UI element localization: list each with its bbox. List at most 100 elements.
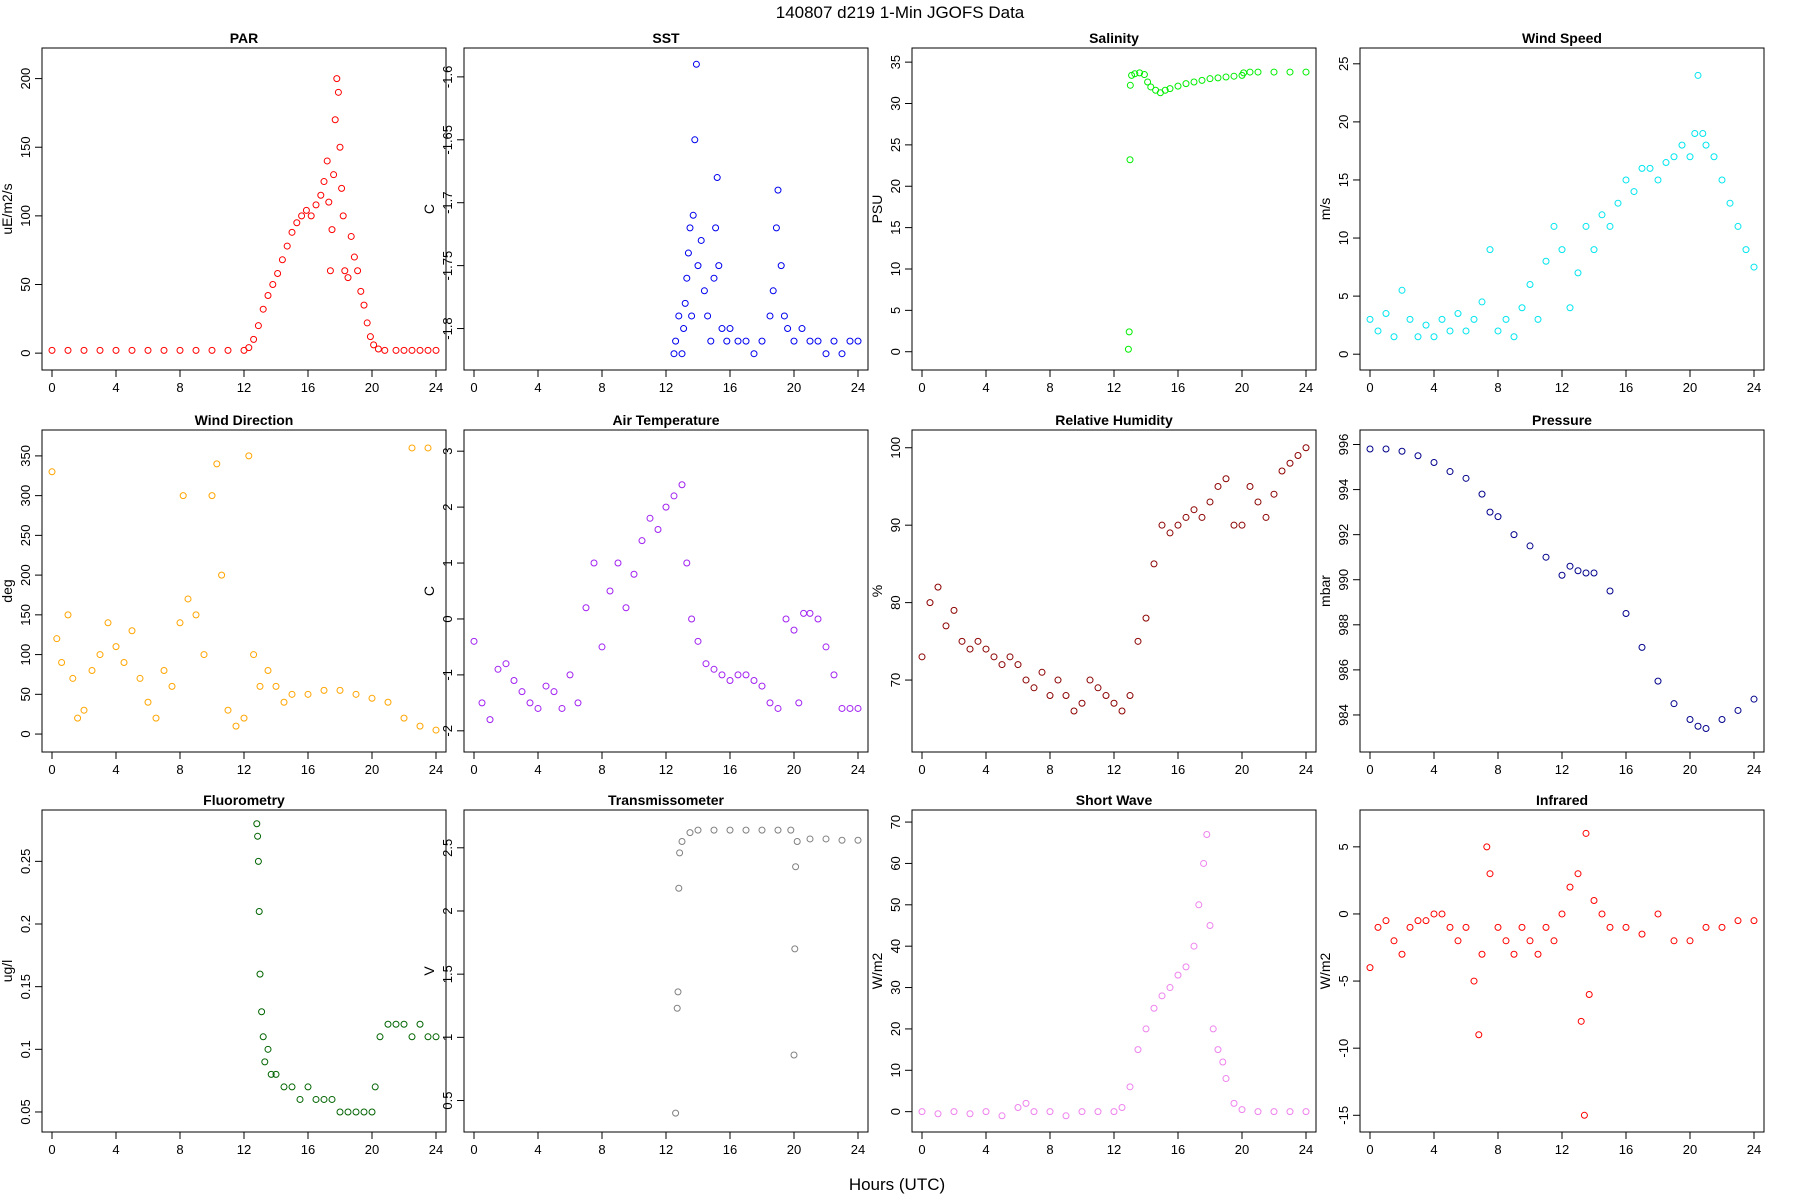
data-point	[1246, 482, 1254, 490]
data-point	[366, 333, 374, 341]
data-point	[758, 826, 766, 834]
data-point	[368, 1108, 376, 1116]
data-point	[673, 1004, 681, 1012]
x-tick-label: 20	[1683, 380, 1697, 395]
y-tick-label: 50	[18, 687, 33, 701]
x-tick-label: 20	[365, 1142, 379, 1157]
data-point	[312, 1095, 320, 1103]
data-point	[1502, 937, 1510, 945]
panel-title: Short Wave	[1076, 792, 1153, 808]
data-point	[780, 312, 788, 320]
data-point	[88, 666, 96, 674]
data-point	[283, 242, 291, 250]
data-point	[750, 676, 758, 684]
y-tick-label: 5	[888, 307, 903, 314]
y-tick-label: 50	[18, 277, 33, 291]
data-point	[1670, 700, 1678, 708]
data-point	[678, 837, 686, 845]
data-point	[758, 337, 766, 345]
x-tick-label: 24	[1747, 762, 1761, 777]
data-point	[1662, 159, 1670, 167]
x-tick-label: 24	[851, 1142, 865, 1157]
data-point	[1526, 542, 1534, 550]
data-point	[1470, 315, 1478, 323]
data-point	[766, 312, 774, 320]
data-point	[1510, 531, 1518, 539]
data-point	[750, 350, 758, 358]
data-point	[1200, 859, 1208, 867]
data-point	[160, 666, 168, 674]
data-point	[280, 1083, 288, 1091]
x-tick-label: 12	[237, 380, 251, 395]
data-point	[1230, 521, 1238, 529]
data-point	[69, 674, 77, 682]
data-point	[272, 682, 280, 690]
data-point	[1542, 923, 1550, 931]
data-point	[1526, 281, 1534, 288]
data-point	[232, 722, 240, 730]
y-axis-label: mbar	[1317, 575, 1333, 607]
data-point	[791, 945, 799, 953]
y-tick-label: 994	[1336, 479, 1351, 501]
data-point	[253, 820, 261, 828]
data-point	[392, 1020, 400, 1028]
x-tick-label: 24	[1299, 1142, 1313, 1157]
data-point	[766, 699, 774, 707]
data-point	[1134, 1046, 1142, 1054]
data-point	[1478, 490, 1486, 498]
data-point	[694, 637, 702, 645]
data-point	[179, 492, 187, 500]
data-point	[1398, 286, 1406, 294]
y-tick-label: 0	[1336, 351, 1351, 358]
data-point	[726, 676, 734, 684]
panel-short-wave: Short Wave 0 4 8 12 16 20 24 0 10 20 30 40 50 60 70 W/m2	[869, 792, 1317, 1157]
data-point	[934, 1110, 942, 1118]
y-axis-label: %	[869, 585, 885, 597]
data-point	[1462, 474, 1470, 482]
data-point	[1742, 246, 1750, 254]
data-point	[1702, 724, 1710, 732]
data-point	[259, 305, 267, 313]
data-point	[1150, 560, 1158, 568]
data-series	[253, 820, 440, 1116]
data-point	[1190, 506, 1198, 514]
data-point	[208, 492, 216, 500]
y-tick-label: 984	[1336, 704, 1351, 726]
data-point	[352, 1108, 360, 1116]
data-point	[1166, 984, 1174, 992]
data-point	[689, 211, 697, 219]
data-point	[256, 970, 264, 978]
data-point	[1270, 68, 1278, 76]
y-tick-label: -1.75	[440, 251, 455, 281]
data-point	[320, 178, 328, 186]
data-point	[1462, 327, 1470, 335]
panel-transmissometer: Transmissometer 0 4 8 12 16 20 24 0.5 1 1.5 2 2.5 V	[421, 792, 869, 1157]
panel-wind-direction: Wind Direction 0 4 8 12 16 20 24 0 50 100 150 200 250…	[0, 412, 447, 777]
data-point	[274, 270, 282, 278]
data-point	[1144, 78, 1152, 86]
data-point	[328, 226, 336, 234]
x-tick-label: 12	[237, 1142, 251, 1157]
data-point	[694, 262, 702, 270]
data-point	[360, 301, 368, 309]
data-point	[1470, 977, 1478, 985]
data-point	[376, 1033, 384, 1041]
data-point	[1166, 529, 1174, 537]
data-point	[918, 653, 926, 661]
data-point	[325, 198, 333, 206]
data-point	[1030, 1108, 1038, 1116]
data-point	[208, 346, 216, 354]
data-point	[278, 256, 286, 264]
data-point	[1302, 444, 1310, 452]
x-tick-label: 24	[1299, 380, 1313, 395]
data-point	[672, 337, 680, 345]
y-axis-label: PSU	[869, 195, 885, 224]
data-point	[74, 714, 82, 722]
data-point	[1102, 692, 1110, 700]
data-point	[684, 249, 692, 257]
x-tick-label: 4	[1430, 380, 1437, 395]
data-point	[1078, 1108, 1086, 1116]
data-point	[336, 686, 344, 694]
panel-infrared: Infrared 0 4 8 12 16 20 24 -15 -10 -5 0 5 W/m2	[1317, 792, 1765, 1157]
